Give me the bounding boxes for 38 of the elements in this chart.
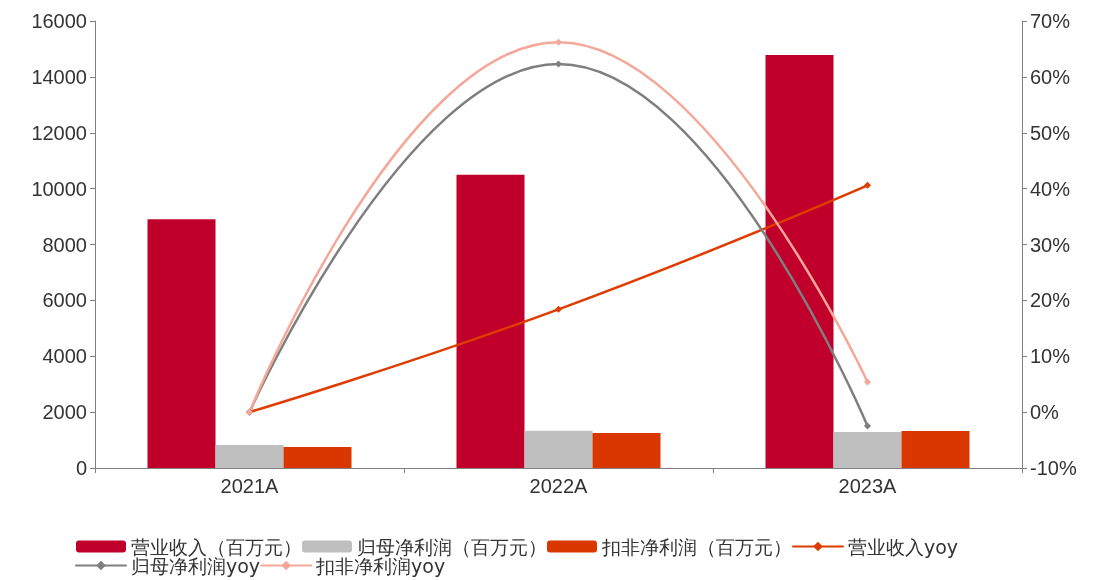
y2-tick-label: 50%	[1030, 121, 1071, 144]
y-tick-label: 0	[75, 457, 87, 479]
bar	[901, 431, 970, 468]
point	[555, 38, 562, 46]
point	[555, 305, 562, 313]
y-tick-label: 8000	[42, 233, 87, 256]
x-tick-label: 2022A	[529, 475, 589, 497]
y-tick-label: 6000	[42, 289, 87, 312]
legend-label: 营业收入yoy	[848, 535, 959, 558]
y-tick-label: 2000	[42, 401, 87, 424]
y-tick-label: 4000	[42, 345, 87, 368]
point	[864, 181, 871, 189]
bar	[833, 431, 902, 468]
y-tick-label: 10000	[31, 177, 87, 200]
point	[864, 422, 871, 430]
bar	[524, 430, 593, 468]
y-tick-label: 14000	[31, 65, 87, 88]
y2-tick-label: 30%	[1030, 233, 1071, 256]
bar	[283, 447, 352, 468]
y2-tick-label: 0%	[1030, 401, 1060, 424]
y2-tick-label: 10%	[1030, 345, 1071, 368]
y2-tick-label: 60%	[1030, 65, 1071, 88]
y-tick-label: 16000	[31, 10, 87, 32]
y2-tick-label: 40%	[1030, 177, 1071, 200]
x-tick-label: 2023A	[838, 475, 898, 497]
bar	[765, 55, 834, 468]
y2-tick-label: -10%	[1030, 457, 1077, 479]
bar	[592, 433, 661, 468]
x-tick-label: 2021A	[220, 475, 280, 497]
point	[555, 60, 562, 68]
y-tick-label: 12000	[31, 121, 87, 144]
bar	[147, 219, 216, 468]
y2-tick-label: 70%	[1030, 10, 1071, 32]
bar	[456, 174, 525, 468]
point	[864, 378, 871, 386]
bar	[215, 445, 284, 468]
y2-tick-label: 20%	[1030, 289, 1071, 312]
legend-label: 扣非净利润（百万元）	[601, 535, 792, 558]
